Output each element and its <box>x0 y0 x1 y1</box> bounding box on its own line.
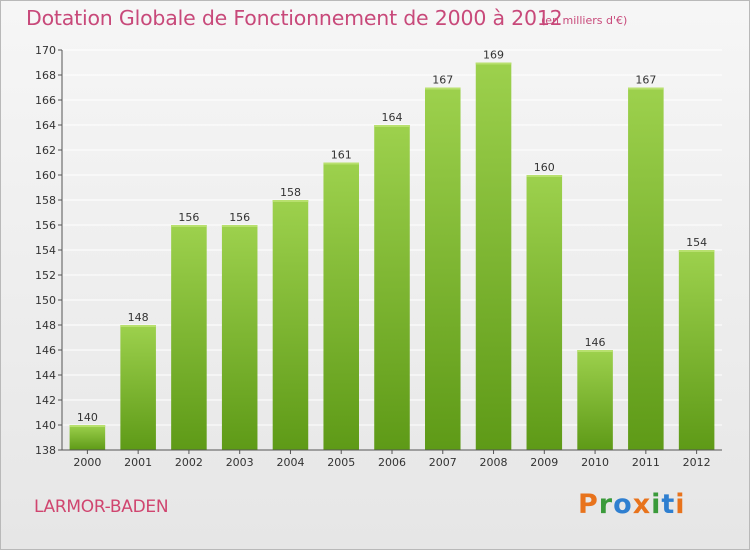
x-tick-label: 2005 <box>327 456 355 469</box>
x-tick-label: 2012 <box>683 456 711 469</box>
bar <box>475 62 512 450</box>
logo-letter: P <box>578 489 599 520</box>
y-tick-label: 156 <box>35 219 56 232</box>
logo-letter: x <box>632 489 652 520</box>
y-tick-label: 138 <box>35 444 56 457</box>
data-labels: 140 148 156 156 158 161 164 167 169 160 146 167 154 <box>77 49 707 425</box>
data-label: 156 <box>229 211 250 224</box>
commune-name: LARMOR-BADEN <box>34 497 169 517</box>
bar-highlight <box>171 225 207 227</box>
logo-letter: t <box>661 489 676 520</box>
bar <box>678 250 715 450</box>
data-label: 148 <box>128 311 149 324</box>
y-tick-label: 148 <box>35 319 56 332</box>
bars <box>69 62 715 450</box>
chart-subtitle: (en milliers d'€) <box>541 14 628 27</box>
y-tick-label: 170 <box>35 44 56 57</box>
bar <box>628 87 664 450</box>
x-tick-label: 2008 <box>480 456 508 469</box>
bar-highlight <box>221 225 258 227</box>
data-label: 164 <box>382 111 403 124</box>
bar-highlight <box>323 162 359 165</box>
bar-highlight <box>475 62 512 65</box>
y-tick-label: 150 <box>35 294 56 307</box>
x-tick-label: 2006 <box>378 456 406 469</box>
y-tick-label: 152 <box>35 269 56 282</box>
bar-highlight <box>577 350 613 352</box>
logo-letter: i <box>651 489 662 520</box>
y-tick-label: 144 <box>35 369 56 382</box>
data-label: 140 <box>77 411 98 424</box>
data-label: 160 <box>534 161 555 174</box>
logo-letter: r <box>598 489 614 520</box>
x-tick-label: 2010 <box>581 456 609 469</box>
data-label: 154 <box>686 236 707 249</box>
data-label: 169 <box>483 49 504 62</box>
y-tick-label: 160 <box>35 169 56 182</box>
logo-letter: i <box>675 489 686 520</box>
bar <box>69 425 106 450</box>
y-tick-label: 140 <box>35 419 56 432</box>
data-label: 158 <box>280 186 301 199</box>
x-tick-label: 2011 <box>632 456 660 469</box>
bar <box>171 225 207 450</box>
y-tick-label: 158 <box>35 194 56 207</box>
x-tick-label: 2003 <box>226 456 254 469</box>
y-tick-label: 154 <box>35 244 56 257</box>
bar-highlight <box>272 200 309 202</box>
bar <box>120 325 156 450</box>
bar-highlight <box>374 125 410 127</box>
x-axis: 2000 2001 2002 2003 2004 2005 2006 2007 2008 2009… <box>62 449 722 469</box>
y-tick-label: 168 <box>35 69 56 82</box>
chart-title: Dotation Globale de Fonctionnement de 20… <box>26 6 563 30</box>
proxiti-logo[interactable]: Proxiti <box>578 489 686 520</box>
bar <box>272 200 309 450</box>
bar-highlight <box>69 425 106 427</box>
y-tick-label: 142 <box>35 394 56 407</box>
x-tick-label: 2007 <box>429 456 457 469</box>
x-tick-label: 2002 <box>175 456 203 469</box>
x-tick-label: 2009 <box>530 456 558 469</box>
bar-highlight <box>425 87 461 90</box>
data-label: 167 <box>635 74 656 87</box>
bar-highlight <box>120 325 156 327</box>
data-label: 156 <box>178 211 199 224</box>
x-tick-label: 2004 <box>276 456 304 469</box>
bar <box>526 175 563 450</box>
data-label: 146 <box>585 336 606 349</box>
bar <box>425 87 461 450</box>
bar <box>374 125 410 450</box>
bar-highlight <box>678 250 715 252</box>
y-tick-label: 146 <box>35 344 56 357</box>
y-tick-label: 164 <box>35 119 56 132</box>
bar <box>577 350 613 450</box>
bar <box>323 162 359 450</box>
y-tick-label: 166 <box>35 94 56 107</box>
bar <box>221 225 258 450</box>
data-label: 161 <box>331 149 352 162</box>
data-label: 167 <box>432 74 453 87</box>
bar-highlight <box>526 175 563 177</box>
x-tick-label: 2001 <box>124 456 152 469</box>
logo-letter: o <box>613 489 633 520</box>
bar-highlight <box>628 87 664 90</box>
y-tick-label: 162 <box>35 144 56 157</box>
x-tick-label: 2000 <box>73 456 101 469</box>
y-axis: 138 140 142 144 146 148 150 152 154 156 158 160 162 1… <box>35 44 63 457</box>
